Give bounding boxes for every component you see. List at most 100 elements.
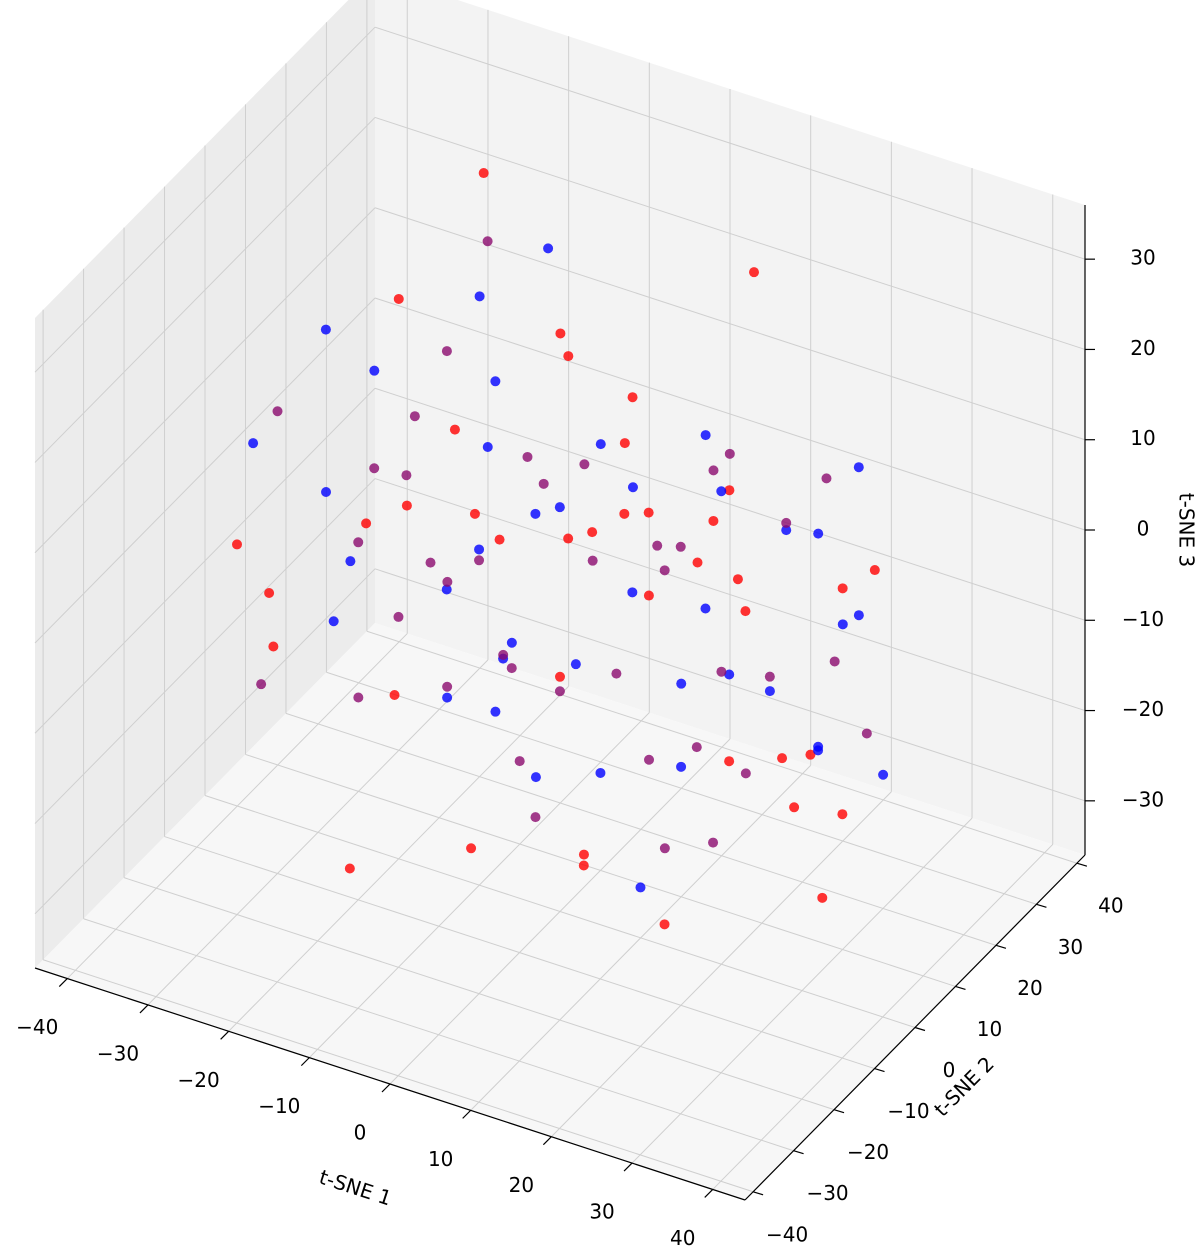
point bbox=[595, 439, 606, 450]
grid-line bbox=[83, 918, 794, 1152]
point bbox=[724, 485, 735, 496]
point bbox=[328, 616, 339, 627]
point bbox=[764, 671, 775, 682]
point bbox=[401, 470, 412, 481]
z-tick-label: 20 bbox=[1130, 336, 1155, 360]
point bbox=[563, 351, 574, 362]
point bbox=[659, 843, 670, 854]
point bbox=[474, 555, 485, 566]
point bbox=[813, 745, 824, 756]
point bbox=[393, 293, 404, 304]
point bbox=[619, 438, 630, 449]
point bbox=[490, 376, 501, 387]
point bbox=[474, 291, 485, 302]
x-tick bbox=[704, 1189, 714, 1198]
y-tick bbox=[1036, 903, 1047, 908]
point bbox=[522, 451, 533, 462]
point bbox=[781, 525, 792, 536]
y-tick bbox=[914, 1026, 926, 1032]
x-tick bbox=[58, 978, 68, 987]
grid bbox=[34, 0, 1095, 1201]
point bbox=[740, 606, 751, 617]
point bbox=[482, 236, 493, 247]
point bbox=[781, 517, 792, 528]
y-tick-label: 40 bbox=[1098, 894, 1123, 918]
x-tick bbox=[300, 1057, 310, 1067]
z-tick-label: −20 bbox=[1122, 697, 1164, 721]
y-tick-label: 20 bbox=[1017, 976, 1042, 1000]
point bbox=[514, 756, 525, 767]
y-axis bbox=[744, 854, 1086, 1201]
y-tick-label: 30 bbox=[1058, 935, 1083, 959]
point bbox=[749, 267, 760, 278]
point bbox=[361, 518, 372, 529]
point bbox=[692, 557, 703, 568]
point bbox=[740, 768, 751, 779]
point bbox=[449, 424, 460, 435]
grid-line bbox=[374, 297, 1086, 531]
point bbox=[676, 678, 687, 689]
x-axis-label: t-SNE 1 bbox=[316, 1165, 394, 1211]
grid-line bbox=[374, 207, 1086, 441]
grid-line bbox=[42, 959, 754, 1193]
point bbox=[543, 243, 554, 254]
point bbox=[256, 679, 267, 690]
point bbox=[248, 438, 259, 449]
point bbox=[494, 534, 505, 545]
y-tick-label: −20 bbox=[847, 1140, 889, 1164]
x-tick-label: −20 bbox=[178, 1068, 220, 1092]
x-tick bbox=[381, 1083, 391, 1093]
x-tick-label: 40 bbox=[670, 1226, 695, 1250]
point bbox=[644, 754, 655, 765]
point bbox=[268, 641, 279, 652]
point bbox=[554, 502, 565, 513]
point bbox=[578, 860, 589, 871]
point bbox=[700, 603, 711, 614]
grid-line bbox=[123, 877, 835, 1111]
grid-line bbox=[34, 117, 376, 463]
point bbox=[724, 448, 735, 459]
point bbox=[627, 482, 638, 493]
x-tick bbox=[542, 1136, 552, 1146]
y-tick bbox=[833, 1109, 845, 1114]
point bbox=[732, 574, 743, 585]
point bbox=[530, 772, 541, 783]
point bbox=[861, 728, 872, 739]
point bbox=[869, 565, 880, 576]
point bbox=[555, 671, 565, 682]
point bbox=[530, 812, 541, 823]
point bbox=[643, 507, 654, 518]
point bbox=[401, 500, 412, 511]
z-tick-label: −30 bbox=[1122, 787, 1164, 811]
point bbox=[530, 508, 541, 519]
z-axis-label: t-SNE 3 bbox=[1175, 493, 1199, 567]
point bbox=[619, 508, 630, 519]
y-tick-label: −30 bbox=[806, 1181, 848, 1205]
point bbox=[627, 392, 638, 403]
y-tick bbox=[995, 944, 1007, 949]
grid-line bbox=[374, 26, 1086, 260]
point bbox=[675, 541, 686, 552]
z-tick-label: 10 bbox=[1130, 426, 1155, 450]
x-tick-label: 10 bbox=[428, 1147, 453, 1171]
grid-line bbox=[366, 630, 1078, 864]
point bbox=[659, 919, 670, 930]
x-tick bbox=[220, 1030, 230, 1040]
point bbox=[272, 406, 283, 417]
point bbox=[635, 882, 646, 893]
point bbox=[441, 346, 452, 357]
point bbox=[817, 892, 828, 903]
point bbox=[878, 769, 889, 780]
point bbox=[442, 681, 453, 692]
point bbox=[724, 756, 735, 767]
point bbox=[853, 610, 864, 621]
point bbox=[805, 749, 816, 760]
point bbox=[829, 656, 840, 667]
y-tick-label: −10 bbox=[887, 1099, 929, 1123]
point bbox=[345, 556, 356, 567]
point bbox=[708, 515, 719, 526]
point bbox=[478, 168, 489, 179]
x-tick bbox=[462, 1109, 472, 1119]
point bbox=[652, 540, 663, 551]
